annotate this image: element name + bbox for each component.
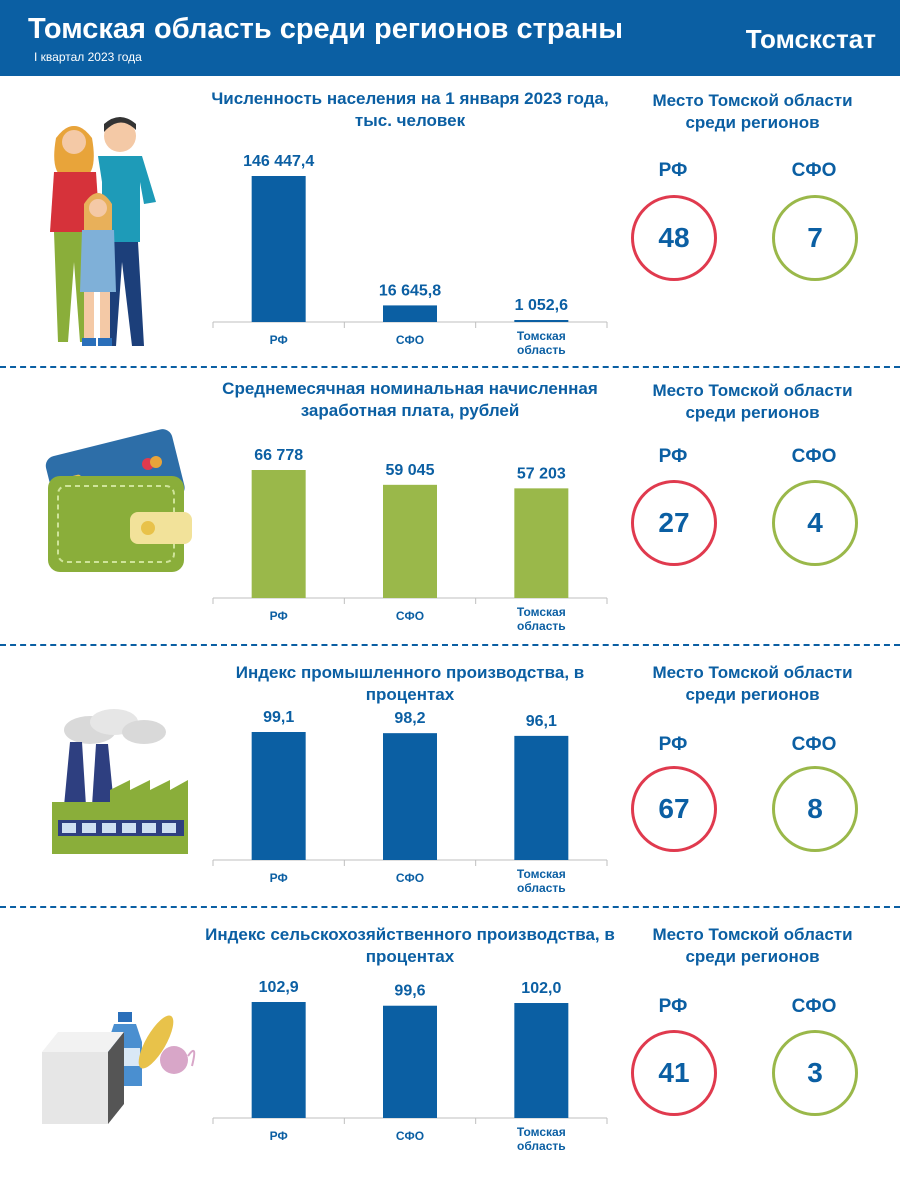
rank-title: Место Томской области среди регионов <box>652 663 853 704</box>
chart-title: Индекс промышленного производства, в про… <box>235 663 585 704</box>
rank-title: Место Томской области среди регионов <box>652 91 853 132</box>
bar <box>383 305 437 322</box>
wallet-icon <box>45 429 192 572</box>
category-label: СФО <box>396 871 424 885</box>
bar <box>514 1003 569 1118</box>
bar-value-label: 99,1 <box>263 709 294 726</box>
rank-label-sfo: СФО <box>791 734 837 755</box>
category-label: РФ <box>270 871 288 885</box>
rank-circle-rf: 67 <box>631 766 717 852</box>
rank-label-rf: РФ <box>658 734 688 755</box>
header: Томская область среди регионов страны I … <box>0 0 900 76</box>
bar <box>251 1002 306 1118</box>
chart-title: Численность населения на 1 января 2023 г… <box>211 89 609 130</box>
section-divider <box>0 906 900 908</box>
category-label: СФО <box>396 609 424 623</box>
section-salary: Среднемесячная номинальная начисленная з… <box>0 376 900 644</box>
bar <box>383 733 437 860</box>
category-label: РФ <box>270 609 288 623</box>
category-label: СФО <box>396 333 424 347</box>
bar <box>251 732 306 860</box>
rank-label-rf: РФ <box>658 446 688 467</box>
rank-label-sfo: СФО <box>791 160 837 181</box>
rank-label-sfo: СФО <box>791 996 837 1017</box>
bar <box>383 484 437 598</box>
chart-title: Среднемесячная номинальная начисленная з… <box>222 379 598 420</box>
bar-value-label: 102,9 <box>259 979 299 996</box>
chart-agriculture: 102,9 РФ 99,6 СФО 102,0 Томская область <box>212 979 608 1153</box>
category-label: Томская область <box>517 329 566 357</box>
rank-circle-rf: 48 <box>631 195 717 281</box>
category-label: РФ <box>270 1129 288 1143</box>
category-label: Томская область <box>517 1125 566 1153</box>
chart-salary: 66 778 РФ 59 045 СФО 57 203 Томская область <box>212 447 608 633</box>
groceries-icon <box>42 1012 196 1124</box>
section-population: Численность населения на 1 января 2023 г… <box>0 86 900 366</box>
rank-title: Место Томской области среди регионов <box>652 925 853 966</box>
rank-label-rf: РФ <box>658 996 688 1017</box>
bar-value-label: 102,0 <box>521 980 561 997</box>
chart-title: Индекс сельскохозяйственного производств… <box>205 925 615 966</box>
rank-circle-sfo: 3 <box>772 1030 858 1116</box>
category-label: Томская область <box>517 605 566 633</box>
section-agriculture: Индекс сельскохозяйственного производств… <box>0 916 900 1196</box>
rank-circle-sfo: 7 <box>772 195 858 281</box>
bar-value-label: 57 203 <box>517 465 566 482</box>
bar-value-label: 66 778 <box>254 447 303 464</box>
rank-circle-sfo: 4 <box>772 480 858 566</box>
chart-industry: 99,1 РФ 98,2 СФО 96,1 Томская область <box>212 709 608 895</box>
bar <box>514 735 569 860</box>
factory-icon <box>52 709 188 854</box>
bar <box>514 320 569 322</box>
section-divider <box>0 644 900 646</box>
rank-label-sfo: СФО <box>791 446 837 467</box>
rank-circle-rf: 27 <box>631 480 717 566</box>
section-divider <box>0 366 900 368</box>
bar-value-label: 16 645,8 <box>379 282 441 299</box>
bar <box>251 176 306 322</box>
rank-circle-rf: 41 <box>631 1030 717 1116</box>
bar-value-label: 96,1 <box>526 713 557 730</box>
bar-value-label: 146 447,4 <box>243 153 314 170</box>
section-industry: Индекс промышленного производства, в про… <box>0 654 900 904</box>
bar <box>514 488 569 598</box>
page-title: Томская область среди регионов страны <box>28 13 624 45</box>
rank-circle-sfo: 8 <box>772 766 858 852</box>
bar <box>251 470 306 598</box>
bar-value-label: 99,6 <box>394 983 425 1000</box>
bar <box>383 1005 437 1118</box>
bar-value-label: 59 045 <box>386 462 435 479</box>
category-label: РФ <box>270 333 288 347</box>
chart-population: 146 447,4 РФ 16 645,8 СФО 1 052,6 Томская обла… <box>212 153 608 357</box>
page-subtitle: I квартал 2023 года <box>34 50 142 64</box>
category-label: Томская область <box>517 867 566 895</box>
bar-value-label: 98,2 <box>394 710 425 727</box>
org-name: Томскстат <box>745 24 876 54</box>
rank-title: Место Томской области среди регионов <box>652 381 853 422</box>
rank-label-rf: РФ <box>658 160 688 181</box>
family-icon <box>50 117 156 346</box>
bar-value-label: 1 052,6 <box>515 297 568 314</box>
category-label: СФО <box>396 1129 424 1143</box>
